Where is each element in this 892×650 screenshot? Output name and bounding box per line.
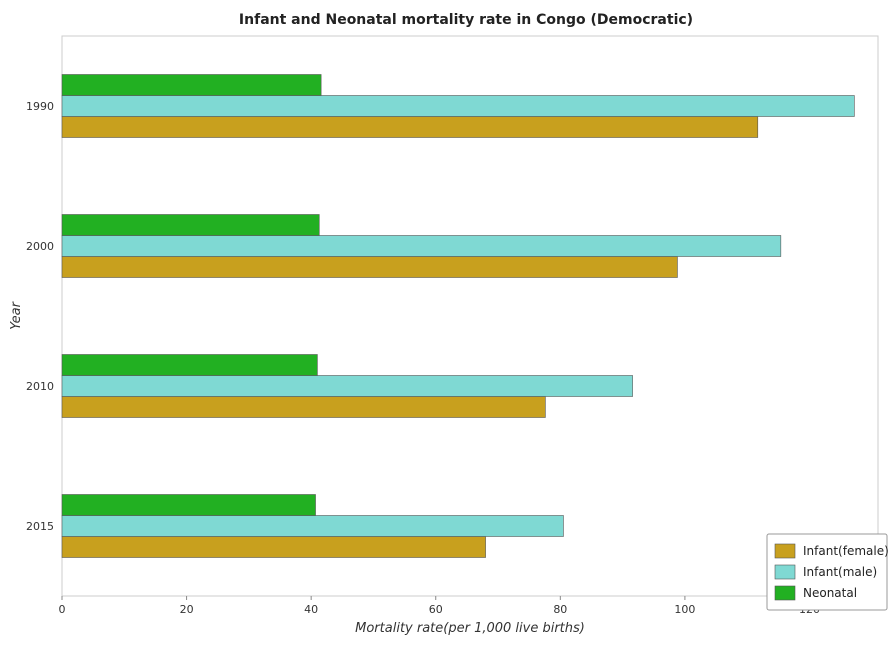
bar-neonatal-2015 <box>61 494 316 516</box>
bar-infant-female-2010 <box>61 396 546 418</box>
legend-swatch <box>774 564 796 580</box>
bar-neonatal-2000 <box>61 214 320 236</box>
bar-infant-male-1990 <box>61 95 855 117</box>
bar-infant-male-2010 <box>61 375 633 397</box>
legend-box <box>766 533 888 611</box>
x-tick-label: 0 <box>59 603 66 616</box>
x-axis-label: Mortality rate(per 1,000 live births) <box>355 621 585 636</box>
x-tick-label: 80 <box>553 603 567 616</box>
legend-label: Infant(female) <box>803 544 889 558</box>
bars <box>61 74 855 558</box>
x-tick-label: 20 <box>180 603 194 616</box>
chart-title: Infant and Neonatal mortality rate in Co… <box>239 12 693 28</box>
y-axis-ticks: 1990 2000 2010 2015 <box>26 100 54 533</box>
x-tick-label: 60 <box>429 603 443 616</box>
legend-label: Neonatal <box>803 586 857 600</box>
y-tick-label: 2015 <box>26 520 54 533</box>
legend-swatch <box>774 585 796 601</box>
legend: Infant(female) Infant(male) Neonatal <box>766 533 889 611</box>
bar-infant-male-2000 <box>61 235 782 257</box>
y-axis-label: Year <box>9 300 24 329</box>
x-tick-label: 100 <box>674 603 695 616</box>
y-tick-label: 2010 <box>26 380 54 393</box>
y-tick-label: 1990 <box>26 100 54 113</box>
bar-infant-male-2015 <box>61 515 564 537</box>
bar-infant-female-2000 <box>61 256 678 278</box>
x-axis-ticks: 020406080100120 <box>59 596 820 616</box>
legend-label: Infant(male) <box>803 565 877 579</box>
bar-infant-female-1990 <box>61 116 759 138</box>
x-tick-label: 40 <box>304 603 318 616</box>
bar-infant-female-2015 <box>61 536 486 558</box>
bar-neonatal-2010 <box>61 354 318 376</box>
bar-neonatal-1990 <box>61 74 322 96</box>
y-tick-label: 2000 <box>26 240 54 253</box>
legend-swatch <box>774 543 796 559</box>
